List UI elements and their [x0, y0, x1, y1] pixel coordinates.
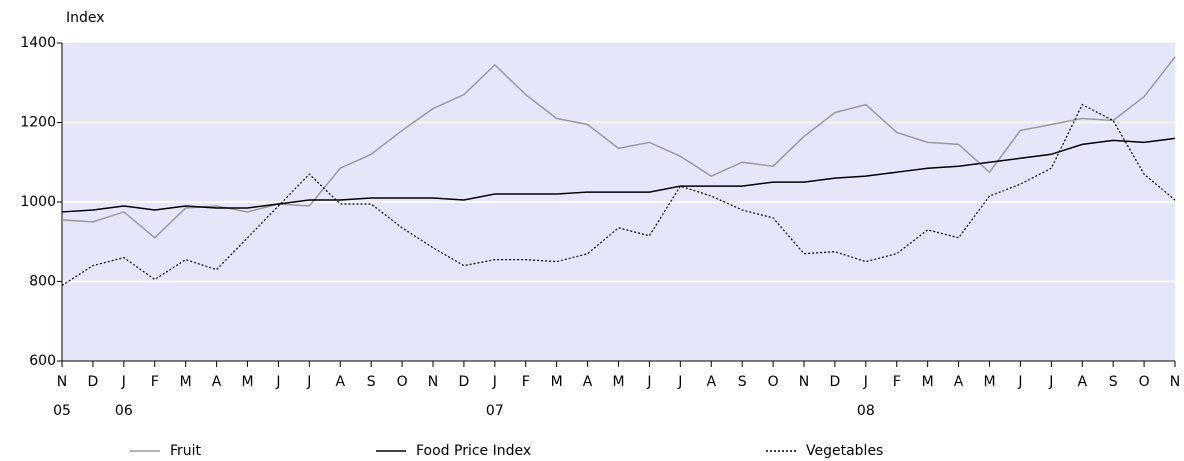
x-tick-label: M: [241, 374, 253, 390]
x-tick-label: J: [492, 374, 497, 390]
y-axis-label: Index: [66, 10, 105, 26]
x-tick-label: J: [275, 374, 280, 390]
x-tick-label: J: [306, 374, 311, 390]
year-label: 05: [53, 403, 71, 419]
x-tick-label: J: [646, 374, 651, 390]
x-tick-label: A: [583, 374, 593, 390]
x-tick-label: N: [799, 374, 809, 390]
x-tick-label: D: [830, 374, 841, 390]
x-tick-label: J: [863, 374, 868, 390]
x-tick-label: S: [738, 374, 747, 390]
x-tick-label: M: [612, 374, 624, 390]
series-line: [61, 56, 1176, 239]
x-tick-label: O: [1139, 374, 1150, 390]
y-tick-label: 1400: [20, 35, 56, 51]
x-tick-label: N: [57, 374, 67, 390]
legend-label: Fruit: [170, 443, 202, 459]
x-tick-label: M: [922, 374, 934, 390]
x-tick-label: F: [151, 374, 159, 390]
x-tick-label: M: [551, 374, 563, 390]
x-tick-label: M: [180, 374, 192, 390]
x-tick-label: J: [1017, 374, 1022, 390]
x-tick-label: A: [212, 374, 222, 390]
x-tick-label: A: [1077, 374, 1087, 390]
x-tick-label: F: [893, 374, 901, 390]
y-tick-label: 1000: [20, 194, 56, 210]
series-line: [61, 103, 1176, 286]
legend-label: Vegetables: [806, 443, 883, 459]
x-tick-label: O: [397, 374, 408, 390]
x-tick-label: N: [428, 374, 438, 390]
x-tick-label: D: [459, 374, 470, 390]
legend-label: Food Price Index: [416, 443, 531, 459]
x-tick-label: A: [335, 374, 345, 390]
y-tick-label: 600: [29, 353, 56, 369]
x-tick-label: A: [706, 374, 716, 390]
x-tick-label: J: [121, 374, 126, 390]
x-tick-label: S: [367, 374, 376, 390]
x-tick-label: O: [768, 374, 779, 390]
y-tick-label: 1200: [20, 115, 56, 131]
x-tick-label: D: [88, 374, 99, 390]
year-label: 08: [857, 403, 875, 419]
y-tick-label: 800: [29, 274, 56, 290]
x-tick-label: N: [1170, 374, 1180, 390]
x-tick-label: A: [954, 374, 964, 390]
x-tick-label: M: [983, 374, 995, 390]
series-line: [61, 137, 1176, 213]
x-tick-label: J: [1048, 374, 1053, 390]
year-label: 07: [486, 403, 504, 419]
x-tick-label: J: [677, 374, 682, 390]
x-tick-label: F: [522, 374, 530, 390]
year-label: 06: [115, 403, 133, 419]
x-tick-label: S: [1109, 374, 1118, 390]
